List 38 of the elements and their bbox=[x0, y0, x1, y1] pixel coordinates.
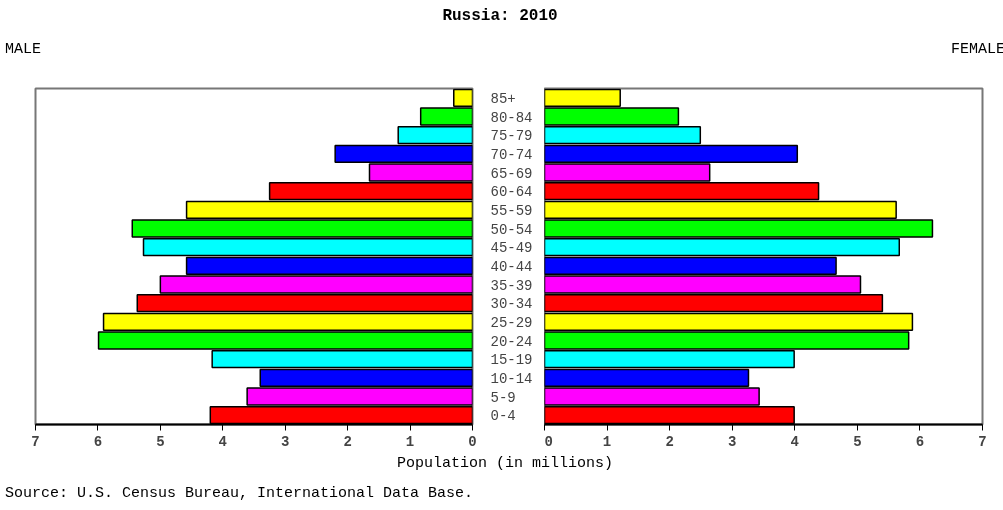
y-tick-label: 5-9 bbox=[490, 389, 516, 406]
y-tick-label: 85+ bbox=[490, 90, 516, 107]
x-tick-label: 3 bbox=[281, 433, 290, 450]
y-tick-label: 80-84 bbox=[490, 109, 533, 126]
y-tick-label: 25-29 bbox=[490, 314, 533, 331]
y-tick-label: 65-69 bbox=[490, 165, 533, 182]
x-tick-label: 2 bbox=[665, 433, 674, 450]
y-tick-label: 45-49 bbox=[490, 240, 533, 257]
y-tick-label: 40-44 bbox=[490, 258, 533, 275]
y-tick-label: 15-19 bbox=[490, 352, 533, 369]
y-tick-label: 50-54 bbox=[490, 221, 533, 238]
x-tick-label: 6 bbox=[93, 433, 103, 450]
x-tick-label: 4 bbox=[218, 433, 227, 450]
x-tick-label: 5 bbox=[853, 433, 862, 450]
x-tick-label: 5 bbox=[156, 433, 165, 450]
y-tick-label: 55-59 bbox=[490, 202, 533, 219]
x-tick-label: 0 bbox=[544, 433, 553, 450]
y-tick-label: 70-74 bbox=[490, 146, 533, 163]
x-tick-label: 4 bbox=[790, 433, 799, 450]
x-tick-label: 1 bbox=[602, 433, 612, 450]
y-tick-label: 10-14 bbox=[490, 370, 533, 387]
y-tick-label: 75-79 bbox=[490, 128, 533, 145]
x-tick-label: 7 bbox=[978, 433, 987, 450]
x-axis-title: Population (in millions) bbox=[396, 454, 614, 474]
x-tick-label: 0 bbox=[468, 433, 477, 450]
x-tick-label: 3 bbox=[728, 433, 737, 450]
x-tick-label: 6 bbox=[915, 433, 925, 450]
x-tick-label: 7 bbox=[31, 433, 40, 450]
x-tick-label: 2 bbox=[343, 433, 352, 450]
source-note: Source: U.S. Census Bureau, International Data Base. bbox=[5, 484, 474, 504]
y-tick-label: 30-34 bbox=[490, 296, 533, 313]
chart-title: Russia: 2010 bbox=[442, 6, 558, 27]
y-tick-label: 20-24 bbox=[490, 333, 533, 350]
y-tick-label: 0-4 bbox=[490, 408, 516, 425]
x-tick-label: 1 bbox=[405, 433, 415, 450]
chart-subtitle: MALE bbox=[5, 40, 42, 60]
y-tick-label: 35-39 bbox=[490, 277, 533, 294]
y-tick-label: 60-64 bbox=[490, 184, 533, 201]
